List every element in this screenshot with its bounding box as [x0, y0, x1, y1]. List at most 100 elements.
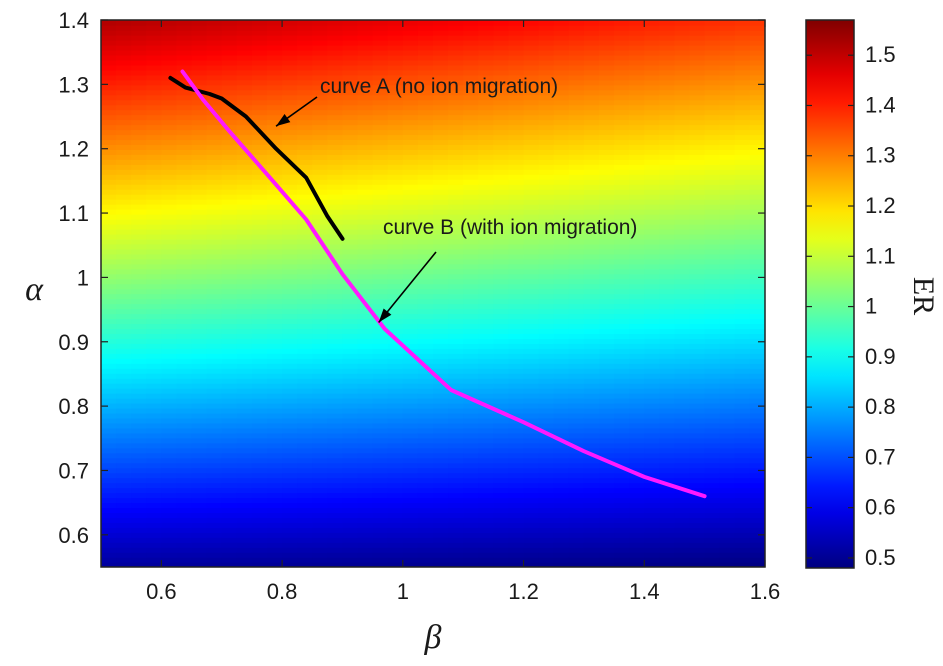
heatmap-cell: [629, 179, 645, 185]
heatmap-cell: [478, 114, 495, 121]
heatmap-cell: [131, 253, 147, 260]
heatmap-cell: [146, 333, 163, 339]
heatmap-cell: [493, 218, 510, 225]
heatmap-cell: [538, 268, 555, 275]
heatmap-cell: [719, 387, 736, 394]
heatmap-cell: [387, 273, 404, 280]
heatmap-cell: [523, 144, 540, 150]
heatmap-cell: [387, 358, 404, 364]
heatmap-cell: [297, 487, 313, 494]
heatmap-cell: [372, 368, 389, 374]
heatmap-cell: [342, 447, 359, 454]
heatmap-cell: [599, 179, 615, 185]
heatmap-cell: [719, 547, 736, 553]
heatmap-cell: [523, 194, 540, 200]
heatmap-cell: [538, 74, 555, 81]
heatmap-cell: [508, 109, 525, 116]
heatmap-cell: [433, 368, 449, 374]
heatmap-cell: [236, 378, 253, 384]
heatmap-cell: [478, 422, 495, 429]
heatmap-cell: [719, 363, 736, 369]
heatmap-cell: [719, 378, 736, 384]
heatmap-cell: [614, 383, 630, 389]
heatmap-cell: [629, 407, 645, 414]
heatmap-cell: [402, 383, 419, 389]
heatmap-cell: [478, 243, 495, 250]
heatmap-cell: [116, 482, 132, 489]
heatmap-cell: [568, 124, 585, 131]
heatmap-cell: [599, 378, 615, 384]
heatmap-cell: [749, 74, 765, 81]
heatmap-cell: [191, 457, 208, 464]
heatmap-cell: [448, 134, 464, 141]
heatmap-cell: [583, 74, 600, 81]
heatmap-cell: [206, 562, 223, 567]
heatmap-cell: [161, 497, 178, 504]
heatmap-cell: [116, 213, 132, 220]
heatmap-cell: [599, 278, 615, 285]
heatmap-cell: [433, 383, 449, 389]
heatmap-cell: [614, 502, 630, 509]
heatmap-cell: [206, 417, 223, 424]
heatmap-cell: [644, 547, 661, 553]
heatmap-cell: [312, 159, 329, 165]
heatmap-cell: [734, 109, 751, 116]
heatmap-cell: [387, 39, 404, 46]
heatmap-cell: [161, 79, 178, 86]
heatmap-cell: [749, 552, 765, 558]
heatmap-cell: [372, 532, 389, 538]
heatmap-cell: [372, 353, 389, 359]
heatmap-cell: [206, 268, 223, 275]
heatmap-cell: [508, 557, 525, 563]
heatmap-cell: [614, 547, 630, 553]
heatmap-cell: [689, 223, 706, 230]
heatmap-cell: [674, 348, 691, 354]
heatmap-cell: [583, 238, 600, 245]
heatmap-cell: [191, 164, 208, 170]
heatmap-cell: [372, 174, 389, 180]
heatmap-cell: [417, 452, 434, 459]
heatmap-cell: [719, 278, 736, 285]
heatmap-cell: [176, 203, 193, 210]
heatmap-cell: [433, 24, 449, 31]
heatmap-cell: [719, 477, 736, 484]
heatmap-cell: [387, 472, 404, 479]
heatmap-cell: [433, 69, 449, 76]
heatmap-cell: [674, 139, 691, 146]
heatmap-cell: [387, 363, 404, 369]
heatmap-cell: [267, 218, 283, 225]
heatmap-cell: [553, 308, 570, 315]
heatmap-cell: [719, 527, 736, 533]
heatmap-cell: [206, 378, 223, 384]
heatmap-cell: [191, 283, 208, 290]
heatmap-cell: [493, 99, 510, 106]
heatmap-cell: [101, 422, 117, 429]
heatmap-cell: [236, 79, 253, 86]
heatmap-cell: [131, 29, 147, 36]
heatmap-cell: [568, 149, 585, 155]
heatmap-cell: [568, 562, 585, 567]
heatmap-cell: [523, 412, 540, 419]
heatmap-cell: [146, 457, 163, 464]
heatmap-cell: [176, 293, 193, 300]
heatmap-cell: [206, 288, 223, 295]
heatmap-cell: [704, 213, 721, 220]
heatmap-cell: [101, 263, 117, 270]
heatmap-cell: [493, 278, 510, 285]
heatmap-cell: [402, 442, 419, 449]
heatmap-cell: [402, 373, 419, 379]
heatmap-cell: [674, 422, 691, 429]
heatmap-cell: [553, 248, 570, 255]
heatmap-cell: [599, 49, 615, 56]
heatmap-cell: [402, 532, 419, 538]
heatmap-cell: [191, 407, 208, 414]
colorbar-tick-label: 0.8: [865, 394, 896, 419]
heatmap-cell: [523, 179, 540, 185]
heatmap-cell: [131, 149, 147, 155]
heatmap-cell: [583, 442, 600, 449]
heatmap-cell: [387, 348, 404, 354]
heatmap-cell: [357, 318, 374, 325]
heatmap-cell: [206, 303, 223, 310]
heatmap-cell: [146, 477, 163, 484]
heatmap-cell: [448, 547, 464, 553]
